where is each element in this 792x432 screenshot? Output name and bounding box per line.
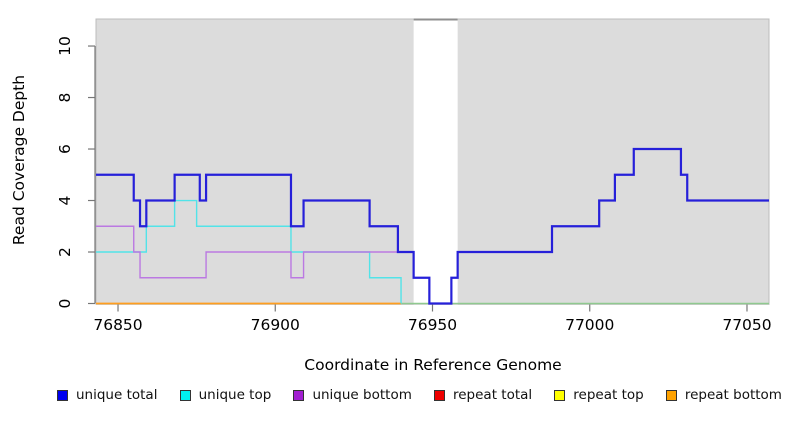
y-tick-label: 2 [56,247,74,257]
legend-swatch-unique-top [179,390,191,401]
legend-swatch-repeat-bottom [665,390,677,401]
legend-label-repeat-bottom: repeat bottom [684,387,782,403]
legend-swatch-unique-total [57,390,68,401]
legend-item-repeat-top: repeat top [554,387,644,403]
legend: unique total unique top unique bottom repea… [0,378,792,421]
x-tick-label: 76900 [251,316,300,334]
legend-label-repeat-top: repeat top [573,387,644,403]
legend-item-unique-top: unique top [179,387,272,403]
y-tick-label: 4 [56,196,74,206]
plot-area: 0 2 4 6 8 10 76850 76900 76950 77000 77050 [56,18,772,334]
legend-swatch-unique-bottom [293,390,305,401]
legend-label-unique-bottom: unique bottom [312,387,412,403]
chart-canvas: 0 2 4 6 8 10 76850 76900 76950 77000 77050 Coordin… [10,18,772,374]
legend-label-unique-total: unique total [76,387,158,403]
legend-swatch-repeat-total [433,390,445,401]
legend-label-repeat-total: repeat total [452,387,533,403]
series-line-unique-total [96,147,769,305]
y-tick-label: 10 [56,36,74,56]
x-tick-label: 77000 [565,316,614,334]
x-tick-label: 76850 [93,316,142,334]
legend-item-unique-bottom: unique bottom [293,387,412,403]
x-tick-label: 77050 [722,316,771,334]
legend-item-repeat-bottom: repeat bottom [665,387,782,403]
legend-item-repeat-total: repeat total [433,387,533,403]
legend-label-unique-top: unique top [198,387,272,403]
x-axis-title: Coordinate in Reference Genome [304,356,561,374]
y-tick-label: 6 [56,144,74,154]
gap-region [413,18,458,305]
y-tick-label: 0 [56,299,74,309]
legend-item-unique-total: unique total [57,387,158,403]
y-axis-title: Read Coverage Depth [10,75,28,245]
y-tick-label: 8 [56,93,74,103]
legend-swatch-repeat-top [554,390,566,401]
x-tick-label: 76950 [408,316,457,334]
